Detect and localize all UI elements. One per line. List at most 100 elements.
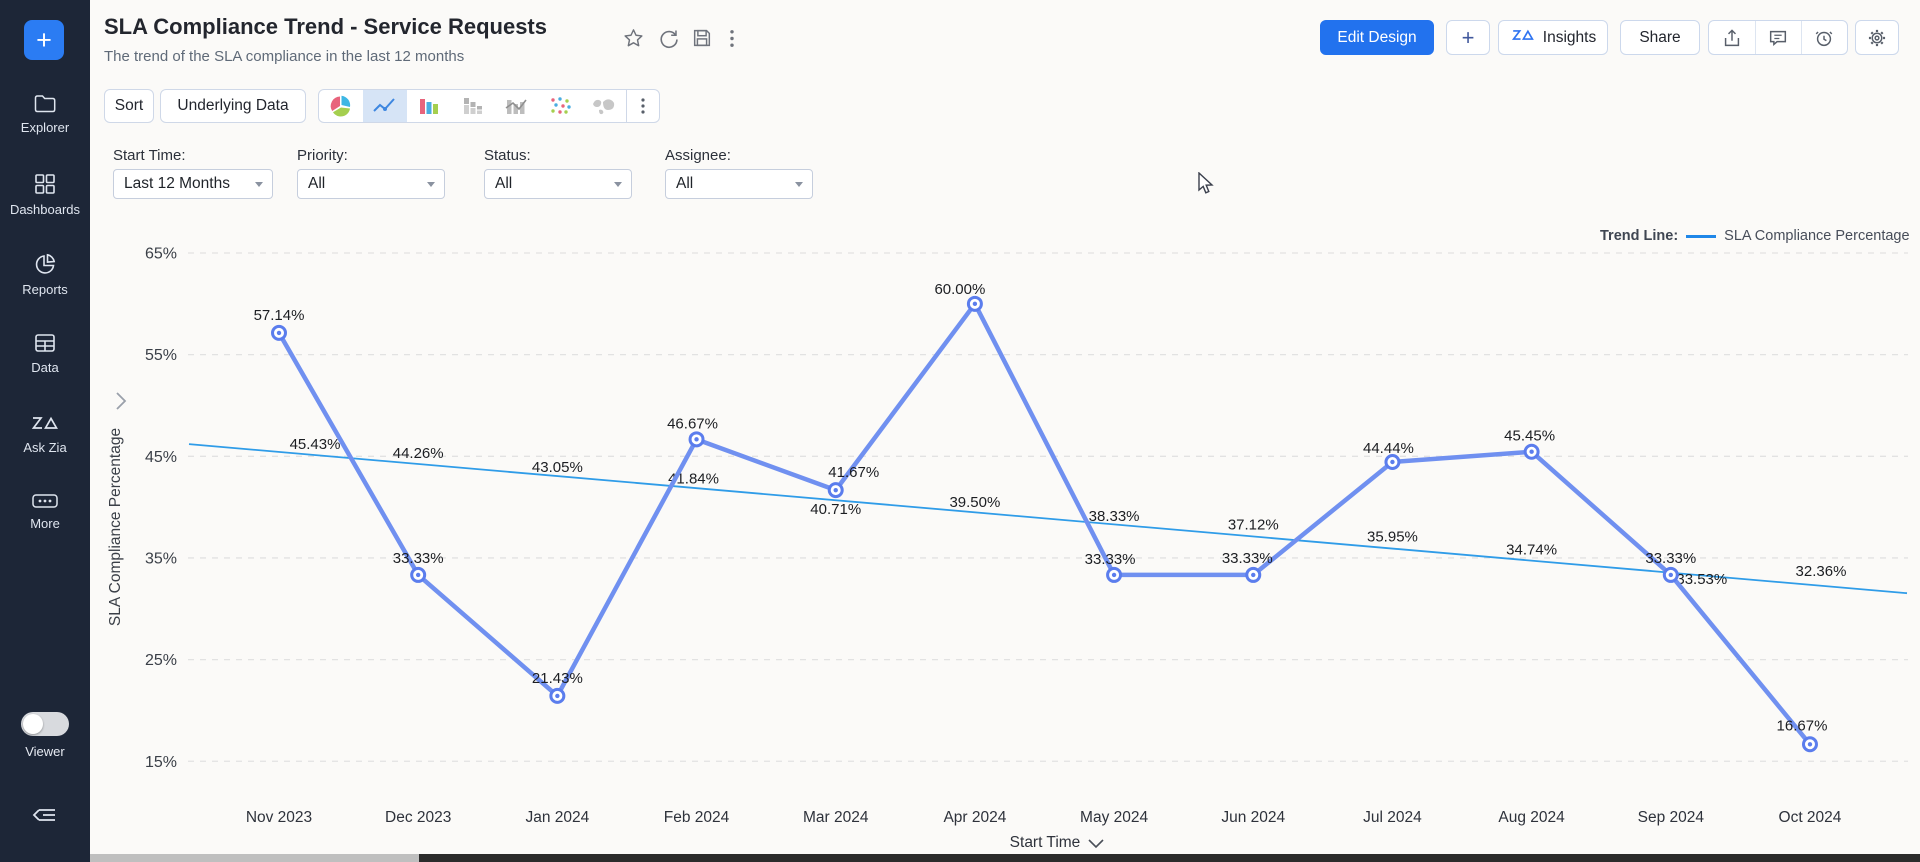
save-icon[interactable]	[691, 27, 713, 54]
data-point-dot	[833, 487, 838, 493]
horizontal-scrollbar-track[interactable]	[90, 854, 1920, 862]
x-tick-label: Sep 2024	[1638, 809, 1705, 826]
share-button[interactable]: Share	[1620, 20, 1700, 55]
export-icon[interactable]	[1709, 21, 1755, 54]
sidebar-item-ask-zia[interactable]: Ask Zia	[0, 412, 90, 455]
trend-value-label: 44.26%	[393, 445, 444, 462]
assignee-value: All	[676, 175, 694, 192]
data-point-dot	[1111, 572, 1117, 578]
chevron-down-icon	[614, 182, 622, 187]
trend-value-label: 32.36%	[1796, 563, 1847, 580]
chevron-down-icon	[255, 182, 263, 187]
data-point-label: 45.45%	[1504, 428, 1555, 445]
page-subtitle: The trend of the SLA compliance in the l…	[104, 48, 465, 65]
x-tick-label: Dec 2023	[385, 809, 451, 826]
favorite-star-icon[interactable]	[622, 27, 645, 55]
chart-type-toolbar	[318, 89, 660, 123]
add-report-button[interactable]: +	[1446, 20, 1490, 55]
refresh-icon[interactable]	[657, 27, 680, 55]
settings-gear-icon[interactable]	[1855, 20, 1899, 55]
assignee-select[interactable]: All	[665, 169, 813, 199]
sidebar-item-more[interactable]: More	[0, 492, 90, 531]
ellipsis-icon	[31, 492, 59, 510]
x-axis-title[interactable]: Start Time	[1010, 834, 1081, 851]
more-options-icon[interactable]	[722, 27, 742, 55]
trend-value-label: 35.95%	[1367, 528, 1418, 545]
trend-value-label: 41.84%	[668, 470, 719, 487]
y-tick-label: 15%	[145, 754, 177, 771]
map-chart-type-icon[interactable]	[582, 90, 626, 122]
sidebar-item-label: Data	[31, 360, 59, 375]
insights-label: Insights	[1542, 28, 1597, 46]
data-point-dot	[694, 437, 699, 442]
trend-value-label: 43.05%	[532, 459, 583, 476]
pie-chart-type-icon[interactable]	[319, 90, 363, 122]
sidebar-item-reports[interactable]: Reports	[0, 252, 90, 297]
data-point-dot	[276, 330, 282, 336]
filter-label-status: Status:	[484, 147, 531, 164]
sidebar-item-label: Ask Zia	[23, 440, 67, 455]
data-point-dot	[1807, 742, 1813, 747]
x-tick-label: Oct 2024	[1779, 809, 1842, 826]
y-tick-label: 65%	[145, 246, 177, 263]
trend-value-label: 34.74%	[1506, 542, 1557, 559]
y-tick-label: 55%	[145, 347, 177, 364]
trend-value-label: 39.50%	[949, 494, 1000, 511]
x-tick-label: Nov 2023	[246, 809, 312, 826]
create-new-button[interactable]: +	[24, 20, 64, 60]
sidebar-item-label: Reports	[22, 282, 68, 297]
scatter-chart-type-icon[interactable]	[538, 90, 582, 122]
trend-value-label: 45.43%	[290, 436, 341, 453]
start-time-select[interactable]: Last 12 Months	[113, 169, 273, 199]
start-time-value: Last 12 Months	[124, 175, 230, 192]
underlying-data-button[interactable]: Underlying Data	[160, 89, 306, 123]
y-axis-title: SLA Compliance Percentage	[107, 428, 124, 626]
x-axis-chevron-down-icon[interactable]	[1088, 839, 1104, 849]
chevron-down-icon	[795, 182, 803, 187]
status-select[interactable]: All	[484, 169, 632, 199]
y-axis-collapse-chevron-icon[interactable]	[116, 392, 127, 410]
stacked-bar-type-icon[interactable]	[451, 90, 495, 122]
filter-label-priority: Priority:	[297, 147, 348, 164]
sidebar-item-dashboards[interactable]: Dashboards	[0, 172, 90, 217]
data-point-label: 41.67%	[828, 464, 879, 481]
y-tick-label: 45%	[145, 449, 177, 466]
priority-select[interactable]: All	[297, 169, 445, 199]
trend-line-legend: Trend Line: SLA Compliance Percentage	[1600, 228, 1910, 244]
combo-chart-type-icon[interactable]	[495, 90, 539, 122]
comments-icon[interactable]	[1754, 21, 1801, 54]
sidebar: + Explorer Dashboards Reports	[0, 0, 90, 862]
data-point-dot	[1668, 572, 1674, 578]
x-tick-label: Mar 2024	[803, 809, 869, 826]
sidebar-item-label: Dashboards	[9, 202, 81, 217]
more-chart-types-icon[interactable]	[626, 90, 659, 122]
folder-icon	[33, 92, 57, 114]
y-tick-label: 35%	[145, 550, 177, 567]
bar-chart-type-icon[interactable]	[407, 90, 451, 122]
data-point-dot	[555, 693, 560, 699]
x-tick-label: Jun 2024	[1221, 809, 1285, 826]
viewer-mode-toggle[interactable]	[21, 712, 69, 736]
data-point-label: 44.44%	[1363, 440, 1414, 457]
priority-value: All	[308, 175, 326, 192]
sidebar-item-data[interactable]: Data	[0, 332, 90, 375]
legend-series-label: SLA Compliance Percentage	[1724, 228, 1910, 244]
sort-button[interactable]: Sort	[104, 89, 154, 123]
chevron-down-icon	[427, 182, 435, 187]
edit-design-button[interactable]: Edit Design	[1320, 20, 1434, 55]
sidebar-item-explorer[interactable]: Explorer	[0, 92, 90, 135]
toggle-knob	[23, 714, 43, 734]
legend-prefix: Trend Line:	[1600, 228, 1679, 244]
data-point-label: 60.00%	[934, 281, 985, 298]
horizontal-scrollbar-thumb[interactable]	[419, 854, 1920, 862]
alerts-clock-icon[interactable]	[1800, 21, 1847, 54]
line-chart-type-icon[interactable]	[362, 90, 407, 122]
sidebar-item-label: Explorer	[20, 120, 70, 135]
collapse-sidebar-icon[interactable]	[29, 802, 61, 833]
insights-button[interactable]: Insights	[1498, 20, 1608, 55]
x-tick-label: Aug 2024	[1498, 809, 1565, 826]
data-point-dot	[1529, 449, 1534, 454]
grid-icon	[33, 172, 57, 196]
pie-chart-icon	[33, 252, 57, 276]
